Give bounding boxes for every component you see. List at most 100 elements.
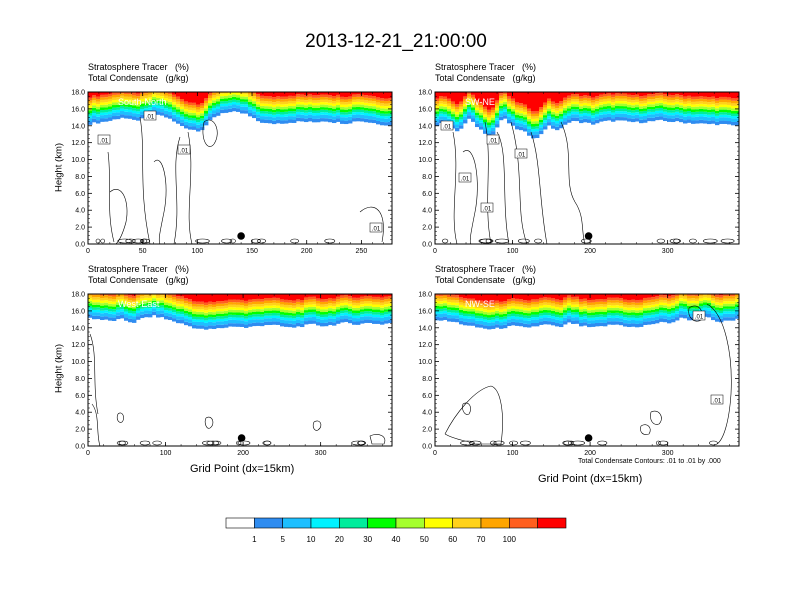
tracer-cell xyxy=(340,315,345,320)
y-tick-label: 10.0 xyxy=(71,157,85,164)
tracer-cell xyxy=(308,99,313,102)
section-label: SW-NE xyxy=(465,97,495,107)
tracer-cell xyxy=(160,313,165,318)
tracer-cell xyxy=(316,318,321,323)
tracer-cell xyxy=(312,105,317,108)
condensate-contour xyxy=(568,440,575,446)
tracer-cell xyxy=(288,92,293,96)
tracer-cell xyxy=(308,107,313,110)
tracer-cell xyxy=(467,301,472,304)
tracer-cell xyxy=(108,109,113,112)
tracer-cell xyxy=(384,296,389,300)
tracer-cell xyxy=(368,116,373,120)
tracer-cell xyxy=(711,294,716,296)
tracer-cell xyxy=(667,112,672,116)
tracer-cell xyxy=(272,102,277,105)
tracer-cell xyxy=(499,301,504,305)
tracer-cell xyxy=(136,96,141,99)
tracer-cell xyxy=(535,312,540,315)
tracer-cell xyxy=(667,316,672,320)
tracer-cell xyxy=(336,105,341,108)
tracer-cell xyxy=(475,315,480,319)
tracer-cell xyxy=(324,118,329,122)
tracer-cell xyxy=(292,313,297,316)
tracer-cell xyxy=(164,103,169,106)
tracer-cell xyxy=(539,313,544,316)
tracer-cell xyxy=(128,310,133,313)
tracer-cell xyxy=(296,306,301,310)
tracer-cell xyxy=(344,318,349,322)
tracer-cell xyxy=(204,294,209,303)
tracer-cell xyxy=(463,98,468,102)
tracer-cell xyxy=(551,104,556,107)
tracer-cell xyxy=(336,294,341,297)
tracer-cell xyxy=(380,98,385,101)
tracer-cell xyxy=(467,316,472,319)
tracer-cell xyxy=(376,107,381,111)
tracer-cell xyxy=(256,96,261,100)
tracer-cell xyxy=(467,94,472,97)
tracer-cell xyxy=(284,317,289,321)
condensate-contour xyxy=(708,440,718,446)
tracer-cell xyxy=(675,94,680,97)
tracer-cell xyxy=(356,321,361,325)
tracer-cell xyxy=(164,307,169,311)
tracer-cell xyxy=(615,294,620,298)
tracer-cell xyxy=(260,98,265,101)
tracer-cell xyxy=(88,115,93,119)
tracer-cell xyxy=(360,99,365,103)
tracer-cell xyxy=(587,300,592,303)
tracer-cell xyxy=(100,295,105,299)
tracer-cell xyxy=(344,104,349,108)
tracer-cell xyxy=(603,314,608,318)
tracer-cell xyxy=(455,300,460,303)
tracer-cell xyxy=(304,321,309,325)
tracer-cell xyxy=(611,102,616,105)
tracer-cell xyxy=(731,306,736,309)
tracer-cell xyxy=(495,305,500,309)
tracer-cell xyxy=(531,111,536,114)
tracer-cell xyxy=(727,308,732,312)
tracer-cell xyxy=(607,108,612,112)
tracer-cell xyxy=(360,314,365,317)
tracer-cell xyxy=(443,313,448,317)
tracer-cell xyxy=(619,111,624,114)
condensate-contour xyxy=(206,440,220,446)
tracer-cell xyxy=(292,315,297,319)
tracer-cell xyxy=(523,117,528,120)
tracer-cell xyxy=(140,103,145,107)
condensate-contour xyxy=(706,303,732,445)
tracer-cell xyxy=(587,312,592,316)
tracer-cell xyxy=(531,113,536,117)
tracer-cell xyxy=(264,294,269,299)
tracer-cell xyxy=(451,307,456,311)
tracer-cell xyxy=(144,93,149,96)
tracer-cell xyxy=(507,98,512,102)
tracer-cell xyxy=(116,294,121,298)
tracer-cell xyxy=(699,106,704,109)
y-tick-label: 0.0 xyxy=(422,242,432,249)
tracer-cell xyxy=(615,113,620,117)
tracer-cell xyxy=(635,302,640,306)
tracer-cell xyxy=(240,307,245,311)
tracer-cell xyxy=(483,294,488,302)
tracer-cell xyxy=(659,95,664,98)
tracer-cell xyxy=(228,100,233,103)
tracer-cell xyxy=(627,99,632,103)
y-tick-label: 8.0 xyxy=(422,174,432,181)
y-tick-label: 2.0 xyxy=(75,427,85,434)
tracer-cell xyxy=(559,323,564,328)
tracer-cell xyxy=(435,303,440,306)
tracer-cell xyxy=(527,305,532,309)
tracer-cell xyxy=(188,317,193,320)
tracer-cell xyxy=(655,98,660,101)
tracer-cell xyxy=(711,106,716,110)
tracer-cell xyxy=(288,108,293,112)
tracer-cell xyxy=(479,303,484,306)
tracer-cell xyxy=(727,121,732,125)
tracer-cell xyxy=(647,96,652,100)
tracer-cell xyxy=(527,121,532,124)
tracer-cell xyxy=(100,102,105,105)
tracer-cell xyxy=(611,115,616,119)
tracer-cell xyxy=(519,113,524,116)
